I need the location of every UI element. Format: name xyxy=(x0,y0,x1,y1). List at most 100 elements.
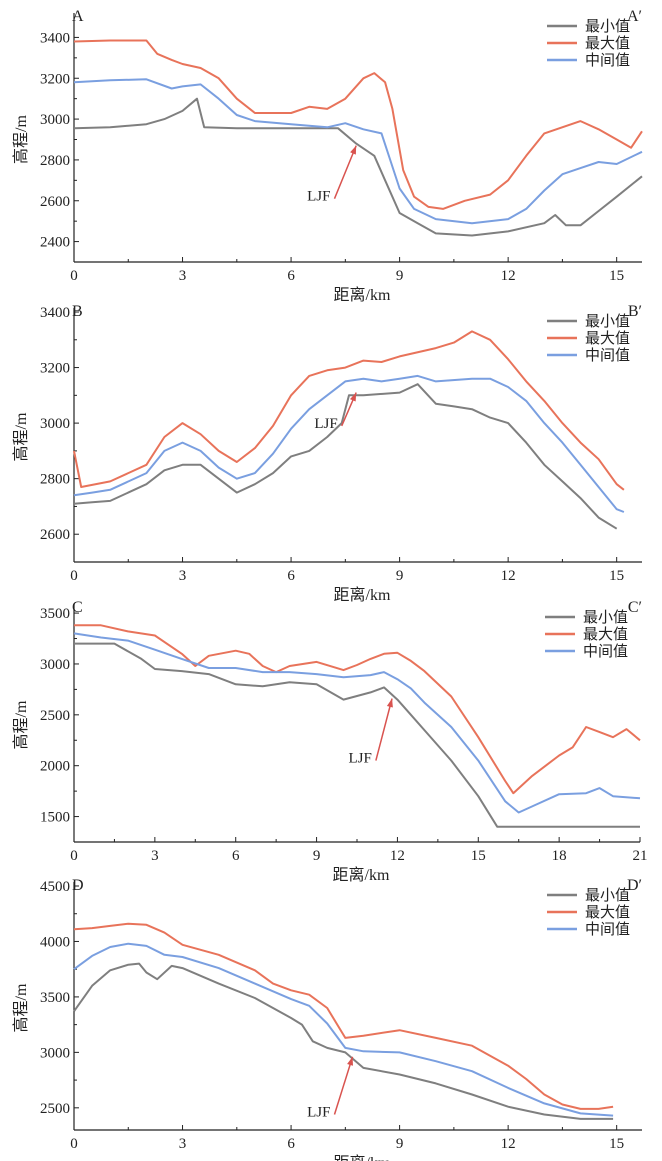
fault-arrow-head xyxy=(347,1056,353,1066)
fault-label: LJF xyxy=(314,416,337,432)
x-axis-title: 距离/km xyxy=(334,286,391,304)
x-tick-label: 3 xyxy=(179,1136,187,1152)
series-line-mid xyxy=(73,78,643,225)
y-tick-label: 2600 xyxy=(40,527,70,543)
legend-label-min: 最小值 xyxy=(585,18,630,35)
y-tick-label: 2500 xyxy=(40,1101,70,1117)
legend-label-max: 最大值 xyxy=(585,330,630,347)
y-tick-label: 3200 xyxy=(40,71,70,87)
x-tick-label: 15 xyxy=(609,568,624,584)
x-tick-label: 12 xyxy=(501,1136,516,1152)
x-tick-label: 0 xyxy=(70,268,78,284)
fault-arrow-line xyxy=(333,1056,354,1115)
y-tick-label: 3200 xyxy=(40,361,70,377)
y-tick-label: 3000 xyxy=(40,1045,70,1061)
y-tick-label: 2600 xyxy=(40,194,70,210)
profile-panel-d: 0 3 6 9 12 15 2500 3000 3500 4000 4500 距离/km 高程/m D D′… xyxy=(12,877,642,1161)
y-tick-label: 2800 xyxy=(40,153,70,169)
y-tick-label: 3000 xyxy=(40,416,70,432)
x-tick-label: 12 xyxy=(501,268,516,284)
y-tick-label: 3000 xyxy=(40,112,70,128)
x-tick-label: 15 xyxy=(609,1136,624,1152)
x-tick-label: 3 xyxy=(151,848,159,864)
y-tick-label: 4000 xyxy=(40,934,70,950)
fault-arrow-head xyxy=(350,145,357,155)
panel-label-left: C xyxy=(72,599,83,616)
fault-label: LJF xyxy=(307,1104,330,1120)
panel-label-left: D xyxy=(72,877,84,894)
panel-label-left: A xyxy=(72,8,84,25)
x-tick-label: 9 xyxy=(396,268,404,284)
profile-panel-c: 0 3 6 9 12 15 18 21 1500 2000 2500 3000 3500 距离/km 高程/… xyxy=(12,599,648,884)
y-axis-title: 高程/m xyxy=(12,700,30,749)
x-tick-label: 6 xyxy=(232,848,240,864)
x-tick-label: 9 xyxy=(313,848,321,864)
y-tick-label: 2500 xyxy=(40,708,70,724)
y-tick-label: 3400 xyxy=(40,30,70,46)
series-line-mid xyxy=(73,374,625,513)
legend-label-mid: 中间值 xyxy=(583,643,628,660)
series-line-min xyxy=(73,962,614,1120)
x-tick-label: 0 xyxy=(70,568,78,584)
y-tick-label: 3500 xyxy=(40,606,70,622)
y-tick-label: 3500 xyxy=(40,990,70,1006)
y-axis-title: 高程/m xyxy=(12,115,30,164)
profile-panel-b: 0 3 6 9 12 15 2600 2800 3000 3200 3400 距离/km 高程/m B B′… xyxy=(12,303,642,604)
fault-arrow-line xyxy=(375,698,393,761)
panel-label-right: A′ xyxy=(627,8,642,25)
x-axis-title: 距离/km xyxy=(334,1154,391,1161)
legend-label-mid: 中间值 xyxy=(585,347,630,364)
legend-label-max: 最大值 xyxy=(583,626,628,643)
x-axis-title: 距离/km xyxy=(334,586,391,604)
fault-label: LJF xyxy=(349,751,372,767)
x-tick-label: 6 xyxy=(287,568,295,584)
x-tick-label: 0 xyxy=(70,848,78,864)
series-line-max xyxy=(73,922,614,1110)
fault-label: LJF xyxy=(307,189,330,205)
x-tick-label: 15 xyxy=(471,848,486,864)
panel-label-left: B xyxy=(72,303,83,320)
series-line-max xyxy=(73,39,643,210)
x-tick-label: 9 xyxy=(396,1136,404,1152)
x-tick-label: 15 xyxy=(609,268,624,284)
fault-arrow-line xyxy=(333,145,357,199)
series-line-max xyxy=(73,330,625,491)
panel-label-right: D′ xyxy=(627,877,642,894)
fault-arrow-head xyxy=(386,698,393,708)
series-line-min xyxy=(74,642,640,828)
panel-label-right: B′ xyxy=(628,303,642,320)
series-line-mid xyxy=(73,632,641,814)
y-axis-title: 高程/m xyxy=(12,412,30,461)
x-tick-label: 21 xyxy=(633,848,648,864)
y-tick-label: 2800 xyxy=(40,472,70,488)
y-tick-label: 2000 xyxy=(40,759,70,775)
x-tick-label: 6 xyxy=(287,1136,295,1152)
legend-label-min: 最小值 xyxy=(585,887,630,904)
profile-panel-a: 0 3 6 9 12 15 2400 2600 2800 3000 3200 3400 距离/km 高程/… xyxy=(12,8,643,304)
x-tick-label: 3 xyxy=(179,268,187,284)
x-tick-label: 0 xyxy=(70,1136,78,1152)
legend-label-max: 最大值 xyxy=(585,904,630,921)
y-tick-label: 1500 xyxy=(40,810,70,826)
legend-label-mid: 中间值 xyxy=(585,921,630,938)
legend-label-max: 最大值 xyxy=(585,35,630,52)
y-tick-label: 3400 xyxy=(40,305,70,321)
x-tick-label: 3 xyxy=(179,568,187,584)
y-tick-label: 3000 xyxy=(40,657,70,673)
panel-label-right: C′ xyxy=(628,599,642,616)
x-tick-label: 12 xyxy=(501,568,516,584)
x-axis-title: 距离/km xyxy=(333,866,390,884)
y-axis-title: 高程/m xyxy=(12,983,30,1032)
series-line-min xyxy=(73,383,618,530)
legend-label-min: 最小值 xyxy=(583,609,628,626)
x-tick-label: 6 xyxy=(287,268,295,284)
legend-label-mid: 中间值 xyxy=(585,52,630,69)
fault-arrow-head xyxy=(349,392,357,402)
y-tick-label: 2400 xyxy=(40,235,70,251)
x-tick-label: 12 xyxy=(390,848,405,864)
series-line-min xyxy=(73,97,643,237)
legend-label-min: 最小值 xyxy=(585,313,630,330)
series-line-mid xyxy=(73,942,614,1117)
x-tick-label: 9 xyxy=(396,568,404,584)
